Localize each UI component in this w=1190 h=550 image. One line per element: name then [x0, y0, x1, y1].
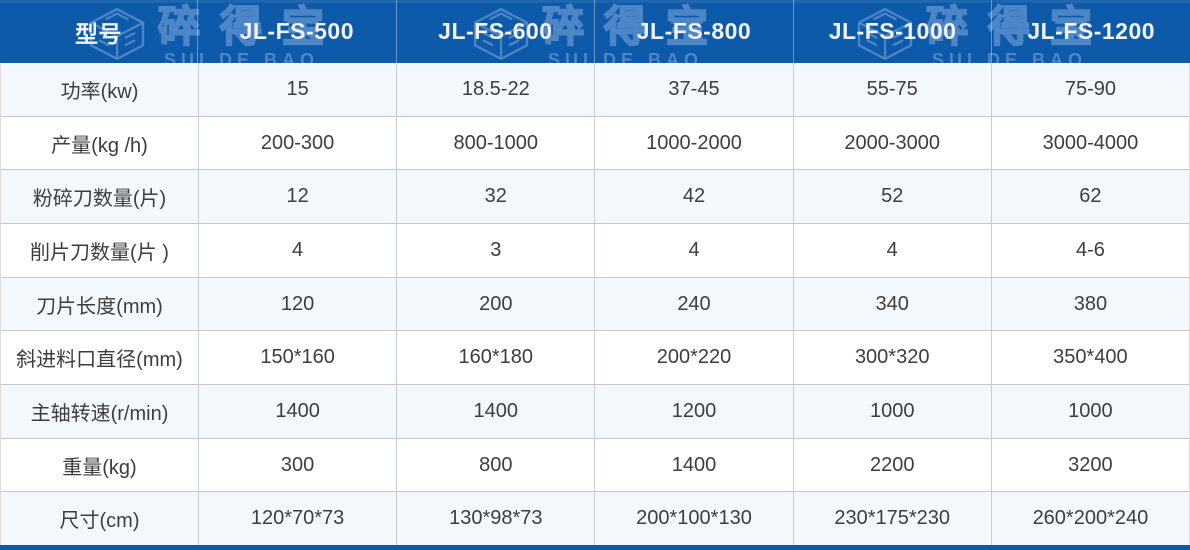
spec-cell: 37-45	[594, 63, 792, 116]
row-label: 重量(kg)	[62, 456, 137, 479]
spec-cell: 300*320	[792, 331, 991, 385]
spec-cell: 200*220	[594, 331, 792, 385]
col-header-jl-fs-600: JL-FS-600	[395, 0, 595, 63]
table-row-spindle-speed: 主轴转速(r/min) 1400 1400 1200 1000 1000	[1, 384, 1189, 438]
table-row-chip-blades: 削片刀数量(片 ) 4 3 4 4 4-6	[1, 223, 1189, 277]
spec-cell: 4	[792, 224, 991, 277]
spec-cell: 160*180	[396, 331, 594, 385]
spec-cell: 230*175*230	[792, 492, 991, 546]
spec-cell: 200	[396, 277, 594, 331]
col-header-jl-fs-1000: JL-FS-1000	[792, 0, 992, 63]
table-row-power: 功率(kw) 15 18.5-22 37-45 55-75 75-90	[1, 63, 1189, 116]
table-header-row: 碎得宝 SUI DE BAO 碎得宝 SUI DE BAO	[0, 0, 1190, 63]
row-label: 削片刀数量(片 )	[30, 241, 169, 264]
col-header-jl-fs-800: JL-FS-800	[594, 0, 793, 63]
spec-cell: 1400	[594, 438, 792, 492]
spec-cell: 1400	[198, 385, 396, 438]
row-label: 斜进料口直径(mm)	[16, 349, 183, 372]
spec-cell: 4-6	[990, 224, 1189, 277]
spec-cell: 300	[198, 438, 396, 492]
spec-cell: 52	[792, 170, 991, 224]
spec-cell: 3000-4000	[990, 116, 1189, 170]
col-header-jl-fs-1200: JL-FS-1200	[991, 0, 1190, 63]
spec-cell: 150*160	[198, 331, 396, 385]
table-row-blade-length: 刀片长度(mm) 120 200 240 340 380	[1, 276, 1189, 331]
row-label: 主轴转速(r/min)	[30, 402, 169, 425]
spec-cell: 130*98*73	[396, 492, 594, 546]
bottom-accent-bar	[0, 545, 1190, 550]
spec-cell: 3200	[990, 438, 1189, 492]
table-body: 功率(kw) 15 18.5-22 37-45 55-75 75-90 产量(k…	[0, 63, 1190, 546]
spec-cell: 340	[792, 277, 991, 331]
spec-cell: 1400	[396, 385, 594, 438]
spec-cell: 1000	[990, 385, 1189, 438]
spec-cell: 800-1000	[396, 116, 594, 170]
spec-cell: 200*100*130	[594, 492, 792, 546]
spec-cell: 260*200*240	[990, 492, 1189, 546]
spec-cell: 15	[198, 63, 396, 116]
table-row-dimensions: 尺寸(cm) 120*70*73 130*98*73 200*100*130 2…	[1, 491, 1189, 546]
row-label: 产量(kg /h)	[51, 134, 148, 157]
spec-cell: 2200	[792, 438, 991, 492]
spec-cell: 380	[990, 277, 1189, 331]
row-label: 刀片长度(mm)	[36, 295, 163, 318]
spec-cell: 12	[198, 170, 396, 224]
table-row-inlet-diameter: 斜进料口直径(mm) 150*160 160*180 200*220 300*3…	[1, 330, 1189, 385]
spec-cell: 200-300	[198, 116, 396, 170]
spec-cell: 4	[198, 224, 396, 277]
spec-cell: 1200	[594, 385, 792, 438]
spec-cell: 350*400	[990, 331, 1189, 385]
spec-cell: 120	[198, 277, 396, 331]
spec-cell: 2000-3000	[792, 116, 991, 170]
spec-cell: 240	[594, 277, 792, 331]
table-row-weight: 重量(kg) 300 800 1400 2200 3200	[1, 437, 1189, 492]
table-row-output: 产量(kg /h) 200-300 800-1000 1000-2000 200…	[1, 115, 1189, 170]
col-header-jl-fs-500: JL-FS-500	[197, 0, 396, 63]
row-label: 尺寸(cm)	[59, 510, 140, 533]
spec-cell: 42	[594, 170, 792, 224]
row-label: 功率(kw)	[60, 80, 139, 103]
spec-cell: 62	[990, 170, 1189, 224]
col-header-model: 型号	[75, 20, 122, 47]
spec-cell: 1000-2000	[594, 116, 792, 170]
spec-cell: 800	[396, 438, 594, 492]
spec-cell: 18.5-22	[396, 63, 594, 116]
spec-cell: 120*70*73	[198, 492, 396, 546]
spec-cell: 75-90	[990, 63, 1189, 116]
spec-cell: 4	[594, 224, 792, 277]
row-label: 粉碎刀数量(片)	[32, 188, 167, 211]
spec-cell: 3	[396, 224, 594, 277]
spec-cell: 32	[396, 170, 594, 224]
spec-cell: 1000	[792, 385, 991, 438]
table-row-crush-blades: 粉碎刀数量(片) 12 32 42 52 62	[1, 169, 1189, 224]
spec-cell: 55-75	[792, 63, 991, 116]
